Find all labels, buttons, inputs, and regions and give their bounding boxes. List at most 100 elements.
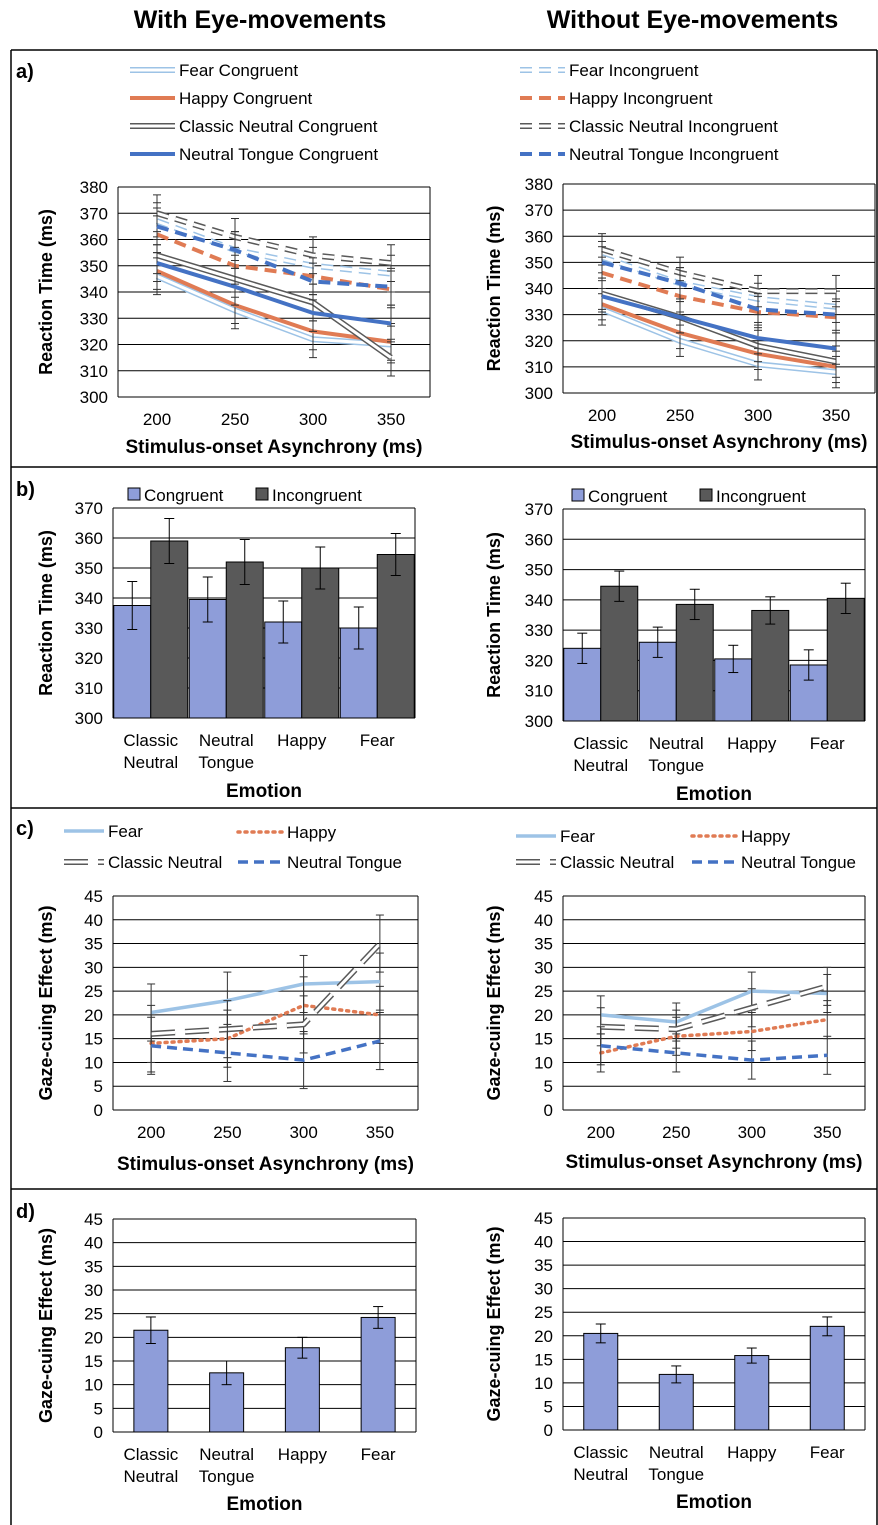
- y-axis-title: Reaction Time (ms): [484, 532, 504, 698]
- panel-label-b: b): [16, 479, 35, 501]
- legend-swatch: [255, 487, 269, 501]
- y-tick-label: 35: [534, 1256, 553, 1275]
- y-tick-label: 45: [534, 1209, 553, 1228]
- series-line-neutral-tongue-incongruent: [601, 260, 837, 317]
- y-tick-label: 10: [534, 1053, 553, 1072]
- title-with-eye-movements: With Eye-movements: [133, 6, 387, 34]
- y-tick-label: 30: [534, 958, 553, 977]
- legend-label: Neutral Tongue Incongruent: [569, 145, 779, 164]
- y-tick-label: 5: [94, 1077, 103, 1096]
- y-tick-label: 370: [75, 499, 103, 518]
- chart-b-3: 300 310 320 330 340 350 360 370 Reaction Time (m…: [484, 487, 866, 805]
- series-line-neutral-tongue-congruent: [601, 294, 837, 351]
- x-tick-label: 350: [366, 1123, 394, 1142]
- y-tick-label: 320: [525, 651, 553, 670]
- y-tick-label: 310: [75, 679, 103, 698]
- series-line-fear: [150, 979, 380, 1015]
- x-axis-title: Emotion: [676, 784, 752, 805]
- y-tick-label: 370: [525, 201, 553, 220]
- y-axis-title: Reaction Time (ms): [36, 530, 56, 696]
- bar: [150, 540, 189, 719]
- legend-label: Incongruent: [716, 487, 806, 506]
- legend-swatch: [127, 487, 141, 501]
- category-label: Classic Neutral: [573, 1443, 628, 1484]
- bar: [284, 1347, 320, 1433]
- series-line-neutral-tongue: [150, 1039, 381, 1062]
- x-tick-label: 200: [588, 406, 616, 425]
- x-tick-label: 250: [221, 410, 249, 429]
- category-label: Happy: [278, 1445, 328, 1464]
- y-tick-label: 35: [534, 935, 553, 954]
- y-tick-label: 300: [525, 712, 553, 731]
- y-tick-label: 360: [75, 529, 103, 548]
- category-label: Neutral Tongue: [648, 1443, 704, 1484]
- y-tick-label: 40: [534, 1233, 553, 1252]
- series-line-fear: [600, 989, 828, 1024]
- bar: [360, 1316, 396, 1433]
- x-tick-label: 200: [143, 410, 171, 429]
- chart-d-6: 0 5 10 15 20 25 30 35 40 45 Gaze-cuing Effect (ms)…: [36, 1210, 417, 1515]
- legend-label: Classic Neutral Incongruent: [569, 117, 778, 136]
- category-label: Neutral Tongue: [199, 1445, 255, 1486]
- x-axis-title: Emotion: [226, 781, 302, 802]
- y-tick-label: 25: [534, 982, 553, 1001]
- y-tick-label: 0: [544, 1421, 553, 1440]
- y-tick-label: 20: [84, 1328, 103, 1347]
- x-tick-label: 250: [213, 1123, 241, 1142]
- series-line-fear-congruent-inner: [601, 308, 837, 374]
- x-axis-title: Emotion: [227, 1494, 303, 1515]
- y-tick-label: 320: [80, 336, 108, 355]
- y-tick-label: 25: [84, 982, 103, 1001]
- y-tick-label: 350: [75, 559, 103, 578]
- x-tick-label: 350: [822, 406, 850, 425]
- legend-label: Fear Incongruent: [569, 61, 699, 80]
- legend-label: Happy Incongruent: [569, 89, 713, 108]
- bar: [600, 585, 639, 722]
- bar: [809, 1325, 845, 1431]
- y-axis-title: Gaze-cuing Effect (ms): [36, 905, 56, 1100]
- y-tick-label: 30: [84, 1281, 103, 1300]
- y-tick-label: 340: [75, 589, 103, 608]
- y-tick-label: 25: [534, 1303, 553, 1322]
- panel-label-a: a): [16, 61, 34, 83]
- y-tick-label: 0: [94, 1423, 103, 1442]
- series-line-classic-neutral-inner: [151, 942, 381, 1036]
- bar: [376, 554, 415, 719]
- x-axis-title: Stimulus-onset Asynchrony (ms): [117, 1154, 414, 1175]
- x-tick-label: 200: [587, 1123, 615, 1142]
- y-tick-label: 15: [84, 1030, 103, 1049]
- y-tick-label: 330: [80, 309, 108, 328]
- y-tick-label: 45: [84, 1210, 103, 1229]
- y-tick-label: 0: [544, 1101, 553, 1120]
- bar: [133, 1329, 169, 1433]
- category-label: Happy: [727, 1443, 777, 1462]
- x-tick-label: 300: [289, 1123, 317, 1142]
- bar: [583, 1332, 619, 1431]
- legend-label: Happy Congruent: [179, 89, 313, 108]
- x-tick-label: 200: [137, 1123, 165, 1142]
- legend-label: Happy: [741, 827, 791, 846]
- x-tick-label: 300: [299, 410, 327, 429]
- y-tick-label: 30: [534, 1280, 553, 1299]
- y-tick-label: 45: [534, 887, 553, 906]
- chart-c-5: 0 5 10 15 20 25 30 35 40 45 Gaze-cuing Effect (ms)…: [484, 827, 866, 1173]
- legend-label: Incongruent: [272, 486, 362, 505]
- y-tick-label: 40: [534, 911, 553, 930]
- bar: [225, 561, 264, 719]
- y-tick-label: 340: [525, 280, 553, 299]
- y-tick-label: 35: [84, 1257, 103, 1276]
- category-label: Classic Neutral: [123, 731, 178, 772]
- legend-label: Happy: [287, 823, 337, 842]
- y-tick-label: 10: [84, 1376, 103, 1395]
- y-tick-label: 5: [544, 1077, 553, 1096]
- chart-a-0: 300 310 320 330 340 350 360 370 380 Reaction Time…: [36, 61, 431, 458]
- category-label: Neutral Tongue: [198, 731, 254, 772]
- y-tick-label: 45: [84, 887, 103, 906]
- x-axis-title: Emotion: [676, 1492, 752, 1513]
- bar: [658, 1373, 694, 1431]
- category-label: Fear: [810, 1443, 845, 1462]
- y-tick-label: 300: [75, 709, 103, 728]
- y-tick-label: 330: [75, 619, 103, 638]
- x-axis-title: Stimulus-onset Asynchrony (ms): [570, 432, 867, 453]
